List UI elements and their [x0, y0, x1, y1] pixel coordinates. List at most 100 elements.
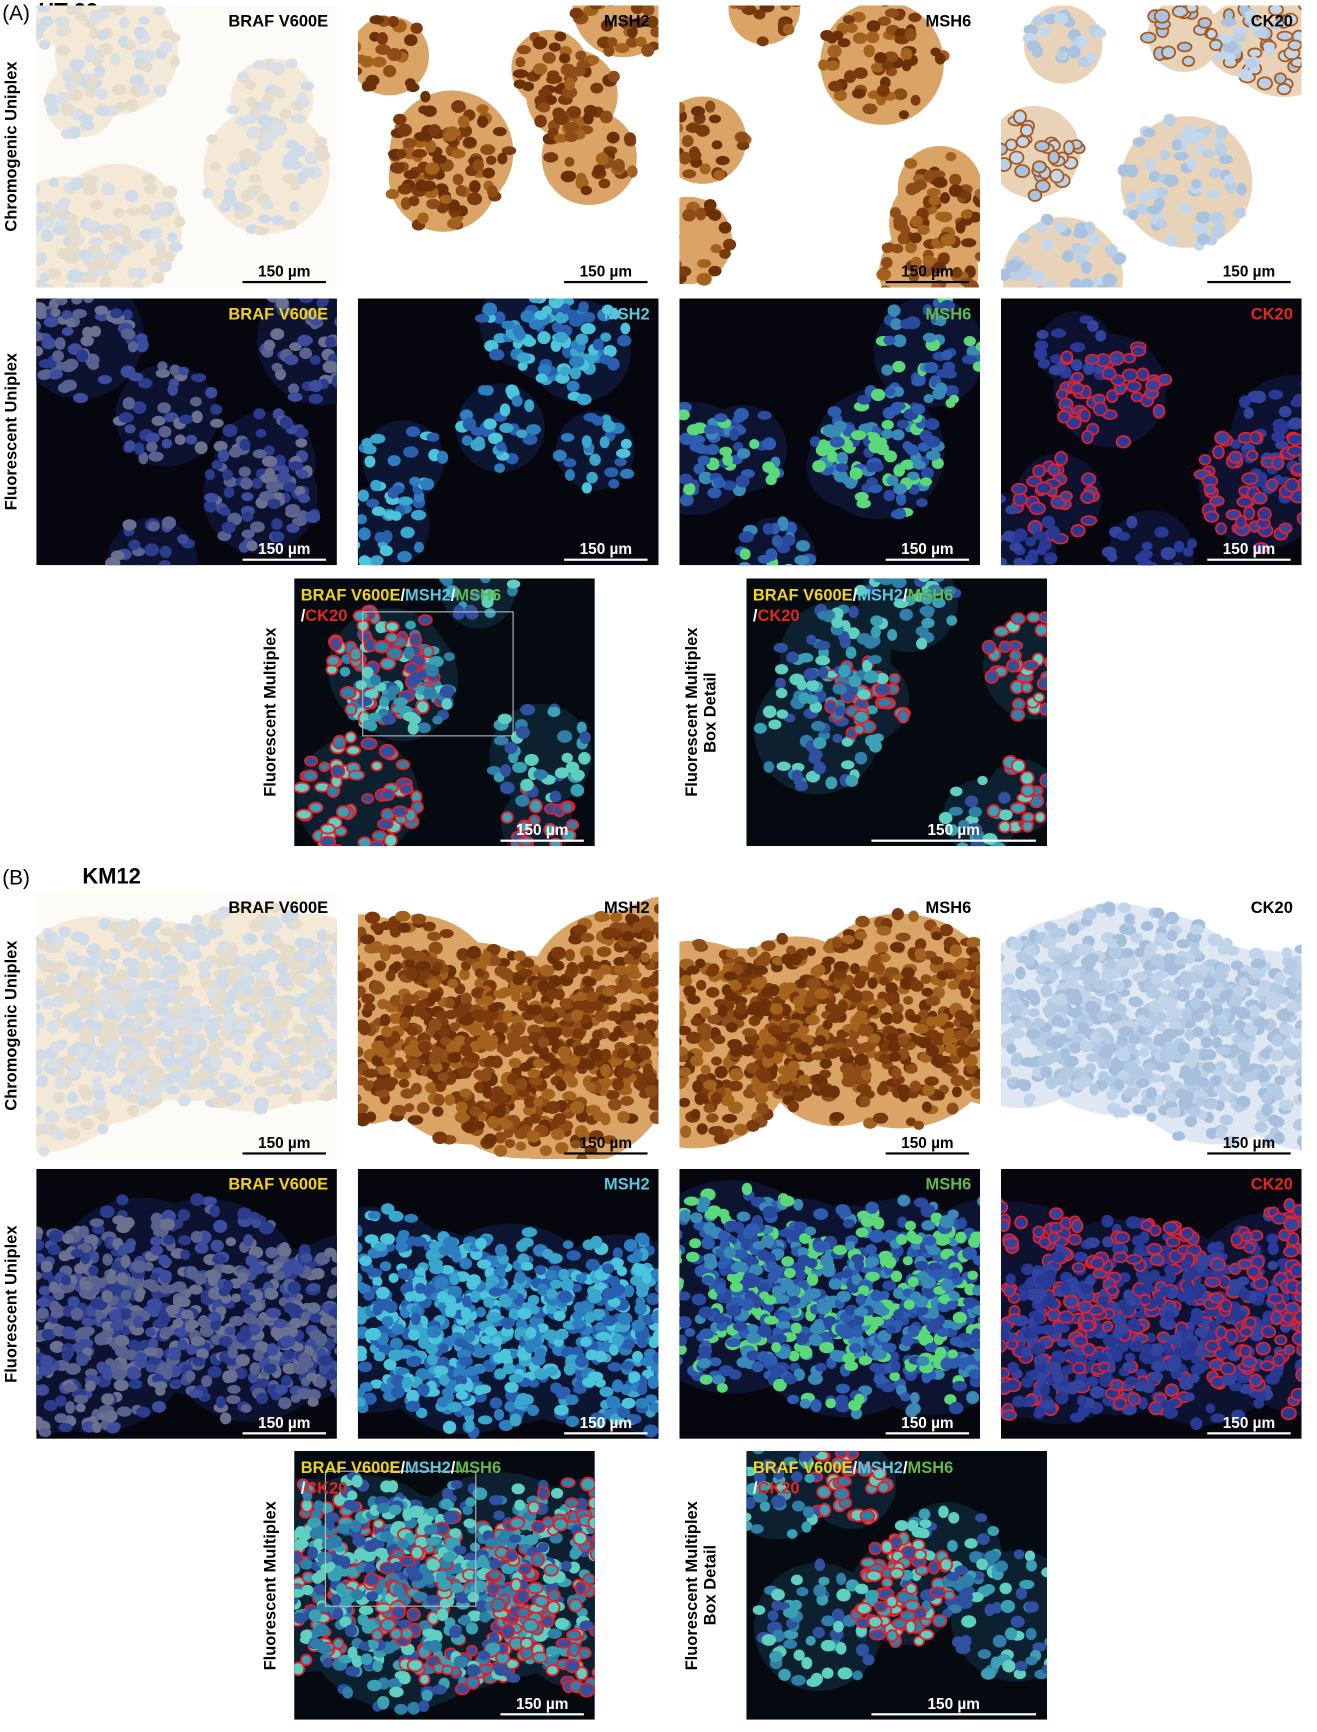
micrograph: [746, 578, 1048, 847]
marker-part: MSH6: [455, 586, 502, 605]
scale-bar: 150 µm: [871, 1694, 1037, 1716]
row-label: Chromogenic Uniplex: [2, 61, 21, 232]
image-panel: BRAF V600E 150 µm: [36, 892, 337, 1159]
micrograph: [36, 1168, 337, 1439]
image-panel: MSH6 150 µm: [679, 5, 981, 288]
row-label: Fluorescent Multiplex: [261, 1500, 280, 1670]
marker-label: MSH2: [603, 1175, 650, 1195]
marker-part: BRAF V600E: [300, 1458, 401, 1478]
scale-bar-line: [564, 558, 648, 561]
marker-part: CK20: [757, 1479, 800, 1499]
micrograph: [1000, 5, 1302, 288]
panel-letter: (A): [2, 2, 30, 26]
scale-bar-label: 150 µm: [258, 1413, 311, 1432]
scale-bar-line: [1207, 1152, 1291, 1155]
scale-bar-label: 150 µm: [579, 1413, 633, 1432]
scale-bar-label: 150 µm: [927, 1694, 980, 1713]
scale-bar-label: 150 µm: [258, 262, 311, 280]
row-label: Fluorescent Uniplex: [2, 1225, 21, 1383]
marker-line: /CK20: [753, 1478, 953, 1499]
image-panel: CK20 150 µm: [1000, 892, 1302, 1159]
row-label: Fluorescent Multiplex Box Detail: [683, 578, 720, 846]
marker-line: BRAF V600E/MSH2/MSH6: [753, 585, 953, 606]
marker-line: BRAF V600E/MSH2/MSH6: [301, 585, 501, 606]
row-label-line: Fluorescent Multiplex: [682, 1500, 702, 1670]
marker-part: MSH6: [455, 1458, 502, 1478]
image-panel: CK20 150 µm: [1000, 298, 1302, 566]
marker-label: MSH6: [925, 12, 972, 31]
marker-part: /: [752, 1479, 758, 1499]
marker-part: /: [400, 586, 406, 605]
marker-label: BRAF V600E: [228, 12, 329, 31]
image-panel: MSH2 150 µm: [357, 298, 659, 566]
micrograph: [1000, 892, 1302, 1159]
scale-bar-label: 150 µm: [927, 820, 980, 839]
image-panel: BRAF V600E 150 µm: [36, 1168, 337, 1439]
micrograph: [679, 892, 981, 1159]
scale-bar-line: [1207, 280, 1291, 284]
scale-bar-line: [885, 280, 970, 284]
image-panel: MSH6 150 µm: [679, 298, 981, 566]
marker-part: /: [450, 1458, 456, 1478]
micrograph: [679, 298, 981, 566]
scale-bar-label: 150 µm: [1222, 539, 1276, 558]
marker-part: /: [902, 586, 908, 605]
scale-bar-label: 150 µm: [258, 539, 311, 558]
scale-bar-label: 150 µm: [579, 262, 633, 280]
scale-bar-label: 150 µm: [1222, 1133, 1276, 1152]
cell-line: KM12: [82, 864, 141, 889]
image-panel: MSH2 150 µm: [357, 5, 659, 288]
marker-part: /: [852, 1458, 858, 1478]
scale-bar: 150 µm: [871, 820, 1037, 842]
marker-label: MSH6: [925, 898, 972, 918]
inset-box: [324, 1470, 477, 1607]
row-label-line: Box Detail: [701, 1545, 720, 1626]
image-panel: CK20 150 µm: [1000, 5, 1302, 288]
marker-part: /: [300, 606, 306, 626]
micrograph: [36, 892, 337, 1159]
marker-part: /: [902, 1458, 908, 1478]
scale-bar-label: 150 µm: [258, 1133, 311, 1152]
scale-bar-line: [564, 1432, 648, 1435]
marker-part: /: [852, 586, 858, 605]
marker-part: CK20: [305, 606, 348, 626]
marker-part: /: [752, 606, 758, 626]
marker-part: MSH2: [405, 586, 451, 605]
scale-bar-line: [242, 1432, 326, 1435]
micrograph: [1000, 298, 1302, 566]
micrograph: [746, 1450, 1048, 1720]
marker-label: BRAF V600E/MSH2/MSH6/CK20: [753, 585, 953, 627]
marker-label: BRAF V600E: [228, 305, 329, 324]
image-panel: MSH6 150 µm: [679, 892, 981, 1159]
micrograph: [357, 5, 659, 288]
scale-bar: 150 µm: [242, 262, 326, 284]
image-panel: MSH2 150 µm: [357, 892, 659, 1159]
marker-part: MSH2: [857, 586, 903, 605]
marker-label: MSH2: [603, 305, 650, 324]
micrograph: [357, 1168, 659, 1439]
row-label-line: Box Detail: [701, 672, 720, 753]
scale-bar-label: 150 µm: [579, 539, 633, 558]
marker-label: MSH2: [603, 12, 650, 31]
marker-label: CK20: [1250, 12, 1293, 31]
marker-part: MSH2: [857, 1458, 903, 1478]
scale-bar: 150 µm: [885, 540, 970, 561]
scale-bar-line: [564, 280, 648, 284]
scale-bar-line: [242, 280, 326, 284]
image-panel: BRAF V600E/MSH2/MSH6/CK20 150 µm: [746, 1450, 1048, 1720]
image-panel: MSH2 150 µm: [357, 1168, 659, 1439]
image-panel: BRAF V600E/MSH2/MSH6/CK20 150 µm: [294, 1450, 595, 1720]
scale-bar: 150 µm: [1207, 262, 1291, 284]
micrograph: [294, 1450, 595, 1720]
scale-bar-label: 150 µm: [901, 1413, 954, 1432]
marker-label: BRAF V600E/MSH2/MSH6/CK20: [753, 1457, 953, 1499]
marker-label: BRAF V600E/MSH2/MSH6/CK20: [301, 585, 501, 627]
scale-bar-line: [564, 1152, 648, 1155]
micrograph: [36, 298, 337, 566]
micrograph: [679, 5, 981, 288]
scale-bar-label: 150 µm: [1222, 1413, 1276, 1432]
scale-bar: 150 µm: [885, 262, 970, 284]
scale-bar-line: [242, 1152, 326, 1155]
marker-line: BRAF V600E/MSH2/MSH6: [301, 1457, 501, 1478]
